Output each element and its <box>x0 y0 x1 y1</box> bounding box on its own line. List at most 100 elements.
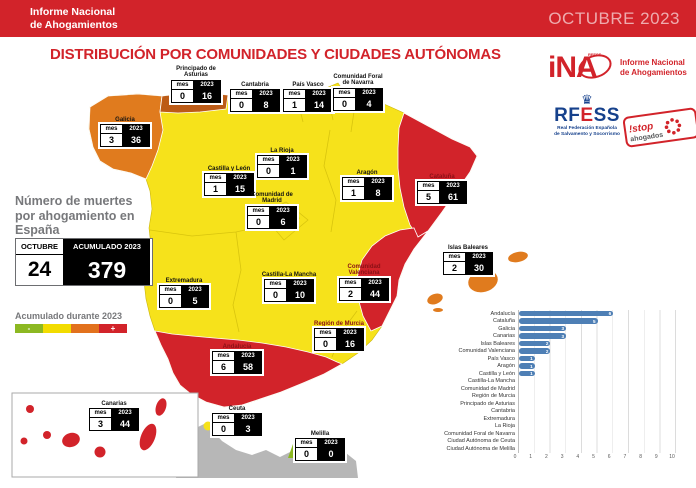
summary-accumulated-value: 379 <box>64 255 150 285</box>
chart-category-label: Islas Baleares <box>480 340 515 347</box>
chart-category-label: Canarias <box>492 333 515 340</box>
chart-row: La Rioja <box>436 422 686 430</box>
legend-swatch-green: - <box>15 324 43 333</box>
chart-row: Comunidad Foral de Navarra <box>436 430 686 438</box>
chart-category-label: Ciudad Autónoma de Melilla <box>446 445 516 452</box>
report-period: OCTUBRE 2023 <box>548 8 680 28</box>
chart-bar: 1 <box>519 363 535 369</box>
chart-category-label: Andalucía <box>490 310 515 317</box>
lifebuoy-dots-icon <box>664 117 682 135</box>
color-legend: - + <box>15 324 127 333</box>
chart-row: Galicia 3 <box>436 325 686 333</box>
legend-title: Acumulado durante 2023 <box>15 311 123 321</box>
chart-category-label: Cataluña <box>492 318 515 325</box>
legend-swatch-orange <box>71 324 99 333</box>
ina-wordmark: iNA <box>548 51 598 84</box>
monthly-deaths-bar-chart: Andalucía 6 Cataluña 5 Galicia 3 Canarias 3 … <box>436 310 686 462</box>
chart-row: Canarias 3 <box>436 332 686 340</box>
chart-category-label: Galicia <box>498 325 515 332</box>
region-stat-castilla-y-leon: Castilla y León mes 2023 1 15 <box>201 166 257 197</box>
region-stat-canarias: Canarias mes 2023 3 44 <box>86 401 142 432</box>
chart-bar: 6 <box>519 310 614 317</box>
rfess-wordmark: RFESS <box>554 105 620 126</box>
chart-bar: 2 <box>519 340 551 347</box>
region-stat-cantabria: Cantabria mes 2023 0 8 <box>227 82 283 113</box>
region-stat-melilla: Melilla mes 2023 0 0 <box>292 431 348 462</box>
chart-row: Islas Baleares 2 <box>436 340 686 348</box>
rfess-logo: ♛ RFESS Real Federación Española de Salv… <box>550 93 624 138</box>
brand-title: Informe Nacional de Ahogamientos <box>30 6 118 31</box>
region-stat-murcia: Región de Murcia mes 2023 0 16 <box>313 321 364 352</box>
chart-x-axis: 0 1 2 3 4 5 6 7 8 9 10 <box>513 453 675 460</box>
chart-row: Comunidad de Madrid <box>436 385 686 393</box>
summary-table: OCTUBRE ACUMULADO 2023 24 379 <box>15 238 153 286</box>
map-canarias-inset <box>11 392 199 478</box>
region-stat-baleares: Islas Baleares mes 2023 2 30 <box>440 245 496 276</box>
chart-category-label: Castilla y León <box>478 370 515 377</box>
region-stat-la-rioja: La Rioja mes 2023 0 1 <box>254 148 310 179</box>
region-stat-extremadura: Extremadura mes 2023 0 5 <box>156 278 212 309</box>
chart-category-label: Aragón <box>497 363 515 370</box>
region-stat-madrid: Comunidad de Madrid mes 2023 0 6 <box>244 192 300 229</box>
chart-row: Aragón 1 <box>436 362 686 370</box>
stop-ahogados-logo: !stop ahogados <box>622 107 696 148</box>
ina-rfess-label: RFESS <box>588 52 602 57</box>
chart-category-label: Región de Murcia <box>471 393 515 400</box>
ina-logo: iNA RFESS Informe Nacional de Ahogamient… <box>548 45 696 91</box>
chart-bar: 5 <box>519 318 598 324</box>
chart-category-label: Castilla-La Mancha <box>467 378 515 385</box>
rfess-caption: Real Federación Española de Salvamento y… <box>554 126 620 137</box>
chart-category-label: La Rioja <box>494 423 515 430</box>
chart-category-label: Ciudad Autónoma de Ceuta <box>447 438 515 445</box>
region-stat-andalucia: Andalucía mes 2023 6 58 <box>209 344 265 375</box>
region-stat-navarra: Comunidad Foral de Navarra mes 2023 0 4 <box>333 74 383 111</box>
region-stat-pais-vasco: País Vasco mes 2023 1 14 <box>280 82 336 113</box>
map-region-valenciana <box>356 227 429 332</box>
chart-row: Ciudad Autónoma de Ceuta <box>436 437 686 445</box>
legend-swatch-yellow <box>43 324 71 333</box>
chart-bar: 1 <box>519 355 535 362</box>
region-stat-castilla-la-mancha: Castilla-La Mancha mes 2023 0 10 <box>261 272 317 303</box>
chart-row: Castilla y León 1 <box>436 370 686 378</box>
chart-row: Castilla-La Mancha <box>436 377 686 385</box>
region-stat-cataluna: Cataluña mes 2023 5 61 <box>414 174 470 205</box>
chart-bar: 3 <box>519 325 567 332</box>
chart-row: Cataluña 5 <box>436 317 686 325</box>
chart-row: País Vasco 1 <box>436 355 686 363</box>
region-stat-galicia: Galicia mes 2023 3 36 <box>97 117 153 148</box>
chart-category-label: Comunidad Foral de Navarra <box>444 430 515 437</box>
chart-row: Comunidad Valenciana 2 <box>436 347 686 355</box>
chart-row: Región de Murcia <box>436 392 686 400</box>
chart-row: Ciudad Autónoma de Melilla <box>436 445 686 453</box>
chart-bar: 1 <box>519 370 535 377</box>
map-region-ceuta <box>203 421 213 431</box>
chart-category-label: Principado de Asturias <box>460 400 515 407</box>
chart-row: Extremadura <box>436 415 686 423</box>
region-stat-ceuta: Ceuta mes 2023 0 3 <box>209 406 265 437</box>
summary-heading: Número de muertes por ahogamiento en Esp… <box>15 194 135 237</box>
legend-swatch-red: + <box>99 324 127 333</box>
summary-col-accumulated: ACUMULADO 2023 <box>64 239 150 255</box>
map-africa-coast <box>176 424 358 478</box>
chart-row: Andalucía 6 <box>436 310 686 318</box>
region-stat-valenciana: Comunidad Valenciana mes 2023 2 44 <box>336 264 392 301</box>
region-stat-asturias: Principado de Asturias mes 2023 0 16 <box>168 66 224 103</box>
chart-bar: 2 <box>519 348 551 354</box>
summary-month-value: 24 <box>16 255 64 285</box>
map-region-baleares <box>427 251 528 312</box>
chart-row: Principado de Asturias <box>436 400 686 408</box>
ina-caption: Informe Nacional de Ahogamientos <box>620 58 687 77</box>
chart-bar: 3 <box>519 333 567 339</box>
header-bar: Informe Nacional de Ahogamientos OCTUBRE… <box>0 0 696 37</box>
chart-category-label: País Vasco <box>487 355 515 362</box>
chart-category-label: Extremadura <box>483 415 516 422</box>
chart-row: Cantabria <box>436 407 686 415</box>
page-title: DISTRIBUCIÓN POR COMUNIDADES Y CIUDADES … <box>50 46 501 63</box>
chart-category-label: Comunidad de Madrid <box>460 385 515 392</box>
summary-col-month: OCTUBRE <box>16 239 64 255</box>
region-stat-aragon: Aragón mes 2023 1 8 <box>339 170 395 201</box>
chart-category-label: Cantabria <box>491 408 515 415</box>
crown-icon: ♛ <box>581 92 593 107</box>
chart-category-label: Comunidad Valenciana <box>458 348 515 355</box>
